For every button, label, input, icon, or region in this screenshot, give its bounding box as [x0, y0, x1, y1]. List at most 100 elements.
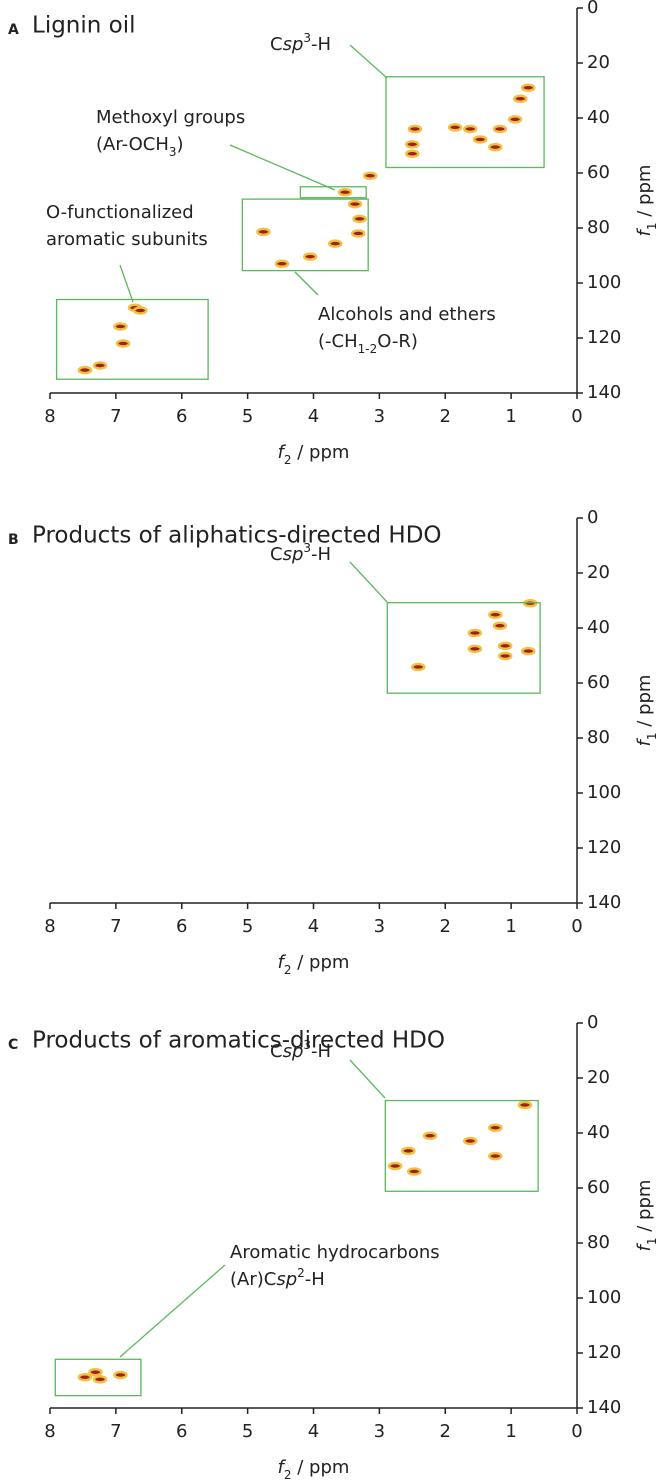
peak — [274, 259, 290, 268]
peak — [492, 621, 508, 631]
text-part: sp — [276, 1269, 297, 1290]
peak — [521, 646, 536, 656]
peak — [132, 306, 148, 315]
panel-title: Products of aliphatics-directed HDO — [32, 523, 442, 549]
text-part: 1 — [645, 222, 659, 230]
panel-title: Lignin oil — [32, 13, 136, 39]
y-tick-label: 100 — [587, 1287, 621, 1308]
peak — [492, 124, 508, 134]
annotation-label: Methoxyl groups — [96, 107, 245, 128]
leader-line — [349, 561, 388, 603]
x-tick-label: 0 — [571, 1421, 582, 1442]
text-part: -H — [311, 1041, 331, 1062]
leader-line — [119, 1264, 226, 1358]
peak — [302, 252, 318, 261]
x-tick-label: 2 — [440, 916, 451, 937]
y-tick-label: 20 — [587, 52, 610, 73]
leader-line — [119, 264, 134, 303]
text-part: f — [634, 737, 655, 746]
peak — [362, 171, 378, 180]
peak — [463, 1136, 478, 1146]
x-tick-label: 2 — [440, 1421, 451, 1442]
x-tick-label: 7 — [110, 1421, 121, 1442]
x-tick-label: 4 — [308, 1421, 319, 1442]
text-part: 2 — [284, 453, 292, 467]
text-part: Aromatic hydrocarbons — [230, 1242, 440, 1263]
peak — [488, 610, 503, 620]
y-tick-label: 80 — [587, 727, 610, 748]
text-part: / ppm — [634, 165, 655, 223]
text-part: 2 — [284, 1468, 292, 1480]
x-tick-label: 5 — [242, 1421, 253, 1442]
x-tick-label: 1 — [505, 916, 516, 937]
y-tick-label: 60 — [587, 1177, 610, 1198]
peak — [256, 227, 271, 237]
text-part: 1 — [645, 1237, 659, 1245]
annotation-label: aromatic subunits — [46, 229, 208, 250]
annotation-label: Csp3-H — [270, 31, 331, 56]
text-part: -H — [305, 1269, 325, 1290]
y-tick-label: 80 — [587, 217, 610, 238]
peak — [407, 1167, 422, 1176]
x-tick-label: 4 — [308, 916, 319, 937]
x-tick-label: 1 — [505, 406, 516, 427]
peak — [422, 1131, 438, 1140]
x-axis-label: f2 / ppm — [278, 442, 350, 467]
leader-line — [294, 271, 319, 296]
peak — [352, 214, 367, 224]
x-tick-label: 5 — [242, 406, 253, 427]
leader-line — [349, 1059, 386, 1099]
peak — [405, 149, 420, 158]
annotation-label: (Ar-OCH3) — [96, 134, 184, 159]
peak — [497, 641, 513, 651]
peak — [337, 188, 353, 197]
text-part: sp — [283, 544, 304, 565]
annotation-label: (Ar)Csp2-H — [230, 1266, 325, 1291]
text-part: 3 — [303, 1038, 311, 1052]
y-tick-label: 100 — [587, 782, 621, 803]
peak — [113, 1370, 128, 1380]
text-part: 1 — [645, 732, 659, 740]
panel-letter: C — [8, 1037, 18, 1053]
y-tick-label: 0 — [587, 507, 598, 528]
x-tick-label: 2 — [440, 406, 451, 427]
leader-line — [229, 144, 336, 191]
x-tick-label: 3 — [374, 916, 385, 937]
x-tick-label: 3 — [374, 1421, 385, 1442]
peak — [521, 83, 536, 92]
text-part: 2 — [297, 1266, 305, 1280]
y-tick-label: 140 — [587, 892, 621, 913]
text-part: C — [270, 34, 283, 55]
peak — [517, 1100, 533, 1110]
peak — [410, 662, 426, 672]
text-part: -H — [311, 34, 331, 55]
x-tick-label: 6 — [176, 916, 187, 937]
y-tick-label: 40 — [587, 1122, 610, 1143]
peak — [467, 644, 483, 654]
text-part: sp — [283, 1041, 304, 1062]
text-part: / ppm — [292, 1457, 350, 1478]
text-part: Methoxyl groups — [96, 107, 245, 128]
y-tick-label: 60 — [587, 162, 610, 183]
y-tick-label: 100 — [587, 272, 621, 293]
x-tick-label: 7 — [110, 406, 121, 427]
peak — [407, 124, 423, 134]
text-part: 2 — [284, 963, 292, 977]
text-part: / ppm — [292, 442, 350, 463]
text-part: 3 — [303, 31, 311, 45]
y-tick-label: 120 — [587, 1342, 621, 1363]
text-part: aromatic subunits — [46, 229, 208, 250]
text-part: / ppm — [634, 675, 655, 733]
text-part: O-R) — [377, 331, 418, 352]
text-part: (Ar-OCH — [96, 134, 169, 155]
text-part: C — [270, 1041, 283, 1062]
text-part: 1-2 — [358, 342, 378, 356]
x-tick-label: 6 — [176, 406, 187, 427]
annotation-box — [241, 198, 369, 272]
annotation-label: (-CH1-2O-R) — [318, 331, 418, 356]
text-part: f — [278, 952, 287, 973]
x-tick-label: 8 — [44, 406, 55, 427]
annotation-label: O-functionalized — [46, 202, 194, 223]
peak — [488, 1123, 503, 1133]
